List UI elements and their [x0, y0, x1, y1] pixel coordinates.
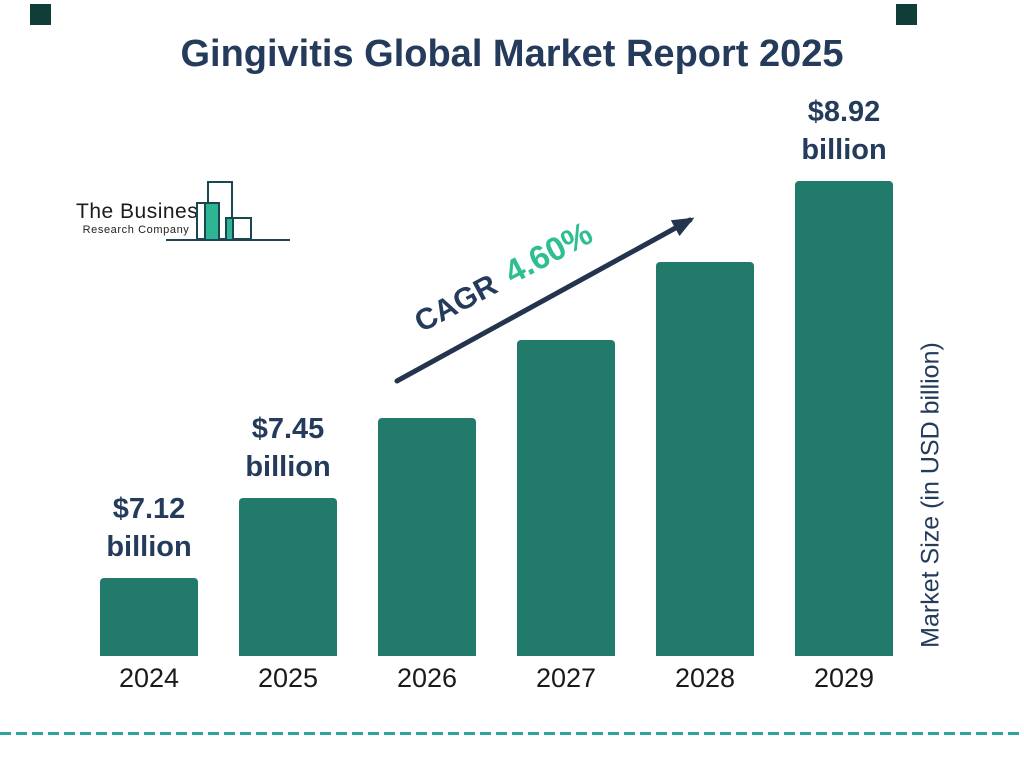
logo-name: The Business	[76, 200, 210, 223]
x-tick-2026: 2026	[396, 663, 458, 693]
bar-column-2028: 2028	[656, 262, 754, 693]
bar-2025	[239, 498, 337, 656]
bar-2029	[795, 181, 893, 656]
bar-2026	[378, 418, 476, 656]
company-logo-text: The Business Research Company	[76, 200, 210, 236]
logo-bar-chart-icon	[166, 181, 290, 241]
logo-subname: Research Company	[82, 224, 190, 236]
bar-chart-plot: $7.12 billion 2024 $7.45 billion 2025 2026 2027…	[100, 93, 893, 693]
bar-2024	[100, 578, 198, 656]
bar-column-2026: 2026	[378, 418, 476, 693]
bottom-dashed-divider	[0, 732, 1024, 735]
corner-accent-square-right	[896, 4, 917, 25]
x-tick-2024: 2024	[118, 663, 180, 693]
x-tick-2028: 2028	[674, 663, 736, 693]
y-axis-label: Market Size (in USD billion)	[916, 342, 945, 648]
value-label-2025: $7.45 billion	[245, 413, 331, 483]
bar-column-2024: $7.12 billion 2024	[100, 490, 198, 693]
x-tick-2027: 2027	[535, 663, 597, 693]
bar-column-2027: 2027	[517, 340, 615, 693]
bar-column-2025: $7.45 billion 2025	[239, 410, 337, 693]
corner-accent-square-left	[30, 4, 51, 25]
bar-2027	[517, 340, 615, 656]
x-tick-2025: 2025	[257, 663, 319, 693]
x-tick-2029: 2029	[813, 663, 875, 693]
chart-title: Gingivitis Global Market Report 2025	[180, 33, 844, 75]
bar-2028	[656, 262, 754, 656]
bar-column-2029: $8.92 billion 2029	[795, 93, 893, 693]
value-label-2029: $8.92 billion	[801, 96, 887, 166]
value-label-2024: $7.12 billion	[106, 493, 192, 563]
company-logo: The Business Research Company	[70, 181, 300, 258]
